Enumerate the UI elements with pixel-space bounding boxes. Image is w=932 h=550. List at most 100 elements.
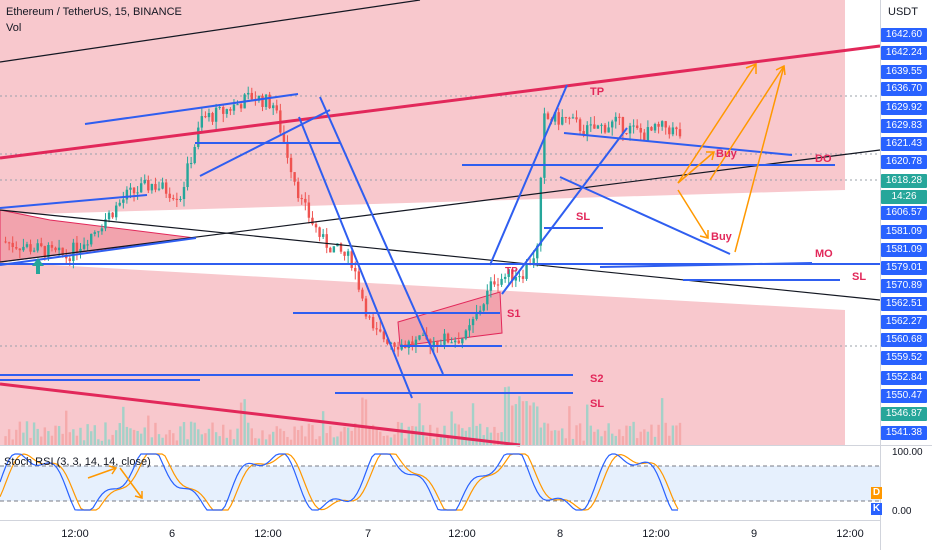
- volume-bar: [518, 396, 521, 445]
- annotation-buy-lower: Buy: [711, 231, 732, 243]
- candle-body: [289, 157, 293, 173]
- price-axis-tag: 1541.38: [881, 426, 927, 440]
- candle-body: [218, 106, 221, 108]
- volume-label[interactable]: Vol: [6, 22, 22, 34]
- volume-bar: [25, 421, 29, 445]
- candle-body: [43, 246, 47, 258]
- volume-bar: [507, 386, 510, 445]
- time-axis-tick: 12:00: [642, 528, 670, 540]
- candle-body: [111, 212, 114, 218]
- volume-bar: [90, 431, 93, 445]
- price-axis-tag: 1560.68: [881, 333, 927, 347]
- volume-bar: [168, 429, 171, 445]
- candle-body: [300, 198, 303, 200]
- volume-bar: [371, 424, 375, 445]
- price-axis-tag: 1581.09: [881, 243, 927, 257]
- volume-bar: [143, 427, 146, 445]
- candle-body: [589, 124, 592, 126]
- volume-bar: [211, 422, 214, 445]
- price-axis-tag: 1552.84: [881, 371, 927, 385]
- volume-bar: [318, 436, 321, 445]
- stoch-rsi-label[interactable]: Stoch RSI (3, 3, 14, 14, close): [4, 456, 151, 468]
- candle-body: [457, 340, 460, 344]
- volume-bar: [54, 425, 57, 445]
- volume-bar: [357, 425, 361, 445]
- pink-zone-upper: [0, 0, 845, 215]
- volume-bar: [432, 439, 435, 445]
- candle-body: [107, 212, 111, 220]
- candle-body: [100, 228, 104, 232]
- volume-bar: [528, 405, 532, 445]
- volume-bar: [222, 424, 225, 445]
- volume-bar: [421, 425, 425, 445]
- candle-body: [546, 113, 550, 119]
- volume-bar: [125, 426, 129, 445]
- volume-bar: [57, 426, 61, 445]
- price-axis-tag: 1618.28: [881, 174, 927, 188]
- candle-body: [514, 277, 518, 281]
- price-axis-tag: 1570.89: [881, 279, 927, 293]
- green-arrow-icon: [32, 258, 44, 274]
- volume-bar: [61, 433, 64, 445]
- candle-body: [432, 341, 435, 348]
- candle-body: [368, 316, 371, 318]
- volume-bar: [4, 436, 7, 445]
- volume-bar: [243, 399, 246, 445]
- candle-body: [575, 117, 578, 120]
- candle-body: [678, 129, 682, 137]
- candle-body: [664, 121, 667, 128]
- volume-bar: [93, 425, 96, 445]
- candle-body: [90, 233, 93, 245]
- volume-bar: [122, 406, 125, 445]
- candle-body: [407, 341, 410, 349]
- volume-bar: [396, 421, 400, 445]
- candle-body: [564, 117, 568, 119]
- volume-bar: [218, 436, 221, 445]
- volume-bar: [114, 430, 118, 445]
- volume-bar: [179, 426, 182, 445]
- symbol-title[interactable]: Ethereum / TetherUS, 15, BINANCE: [6, 6, 182, 18]
- candle-body: [264, 94, 268, 107]
- candle-body: [225, 109, 229, 114]
- volume-bar: [29, 437, 32, 445]
- candle-body: [164, 182, 168, 194]
- candle-body: [493, 281, 496, 285]
- volume-bars: [4, 386, 682, 445]
- candle-body: [307, 202, 311, 218]
- candle-body: [571, 117, 575, 119]
- candle-body: [214, 107, 218, 122]
- candle-body: [329, 247, 332, 253]
- candle-body: [643, 132, 646, 141]
- annotation-buy-upper: Buy: [716, 148, 737, 160]
- candle-body: [239, 104, 243, 109]
- volume-bar: [675, 425, 678, 445]
- candle-body: [139, 183, 143, 193]
- volume-bar: [200, 434, 204, 445]
- stoch-tick-0: 0.00: [892, 506, 912, 517]
- candle-body: [461, 338, 464, 344]
- volume-bar: [643, 429, 646, 445]
- price-axis-tag: 1562.27: [881, 315, 927, 329]
- candle-body: [222, 106, 225, 114]
- volume-bar: [521, 401, 525, 445]
- volume-bar: [193, 422, 196, 445]
- candle-body: [382, 331, 386, 340]
- volume-bar: [439, 434, 443, 445]
- candle-body: [482, 304, 485, 311]
- candle-body: [29, 244, 32, 252]
- volume-bar: [65, 410, 68, 445]
- candle-body: [632, 125, 635, 127]
- candle-body: [657, 123, 660, 127]
- candle-body: [478, 310, 482, 313]
- price-axis-tag: 1636.70: [881, 82, 927, 96]
- candle-body: [625, 133, 628, 135]
- candle-body: [193, 146, 196, 164]
- candle-body: [450, 342, 453, 344]
- candle-body: [57, 247, 61, 251]
- volume-bar: [18, 421, 22, 445]
- candle-body: [671, 127, 675, 135]
- candle-body: [453, 340, 457, 343]
- candle-body: [386, 339, 389, 344]
- volume-bar: [139, 433, 143, 445]
